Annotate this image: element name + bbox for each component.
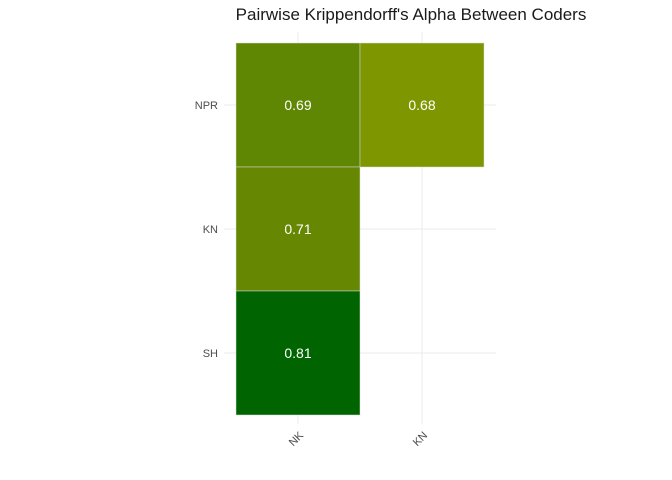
cell-value-label-nk-sh: 0.81 <box>284 345 311 361</box>
y-tick-label-npr: NPR <box>195 100 218 112</box>
chart-title: Pairwise Krippendorff's Alpha Between Co… <box>235 5 587 24</box>
cell-value-label-nk-kn: 0.71 <box>284 221 311 237</box>
y-tick-label-sh: SH <box>203 348 218 360</box>
cell-value-label-kn-npr: 0.68 <box>408 97 435 113</box>
heatmap-cell-nk-npr <box>235 42 361 168</box>
heatmap-cell-kn-npr <box>359 42 485 168</box>
x-tick-label-kn: KN <box>411 430 430 449</box>
y-tick-label-kn: KN <box>203 224 218 236</box>
cells-layer: 0.69 0.68 0.71 0.81 <box>235 42 485 416</box>
cell-value-label-nk-npr: 0.69 <box>284 97 311 113</box>
heatmap-cell-nk-sh <box>235 290 361 416</box>
x-tick-label-nk: NK <box>287 429 307 449</box>
